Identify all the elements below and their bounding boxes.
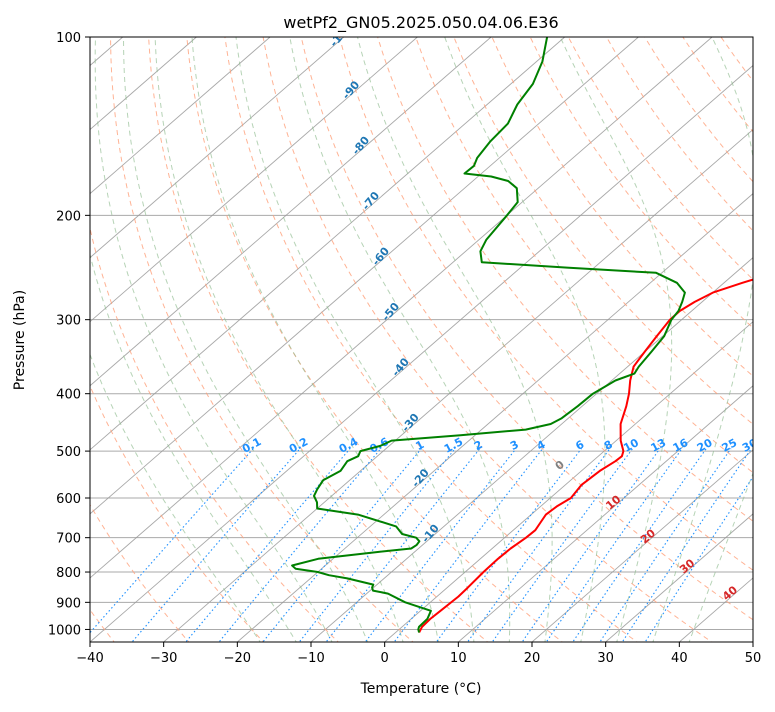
moist-adiabat bbox=[192, 37, 439, 644]
isotherm-gridline bbox=[0, 37, 638, 642]
y-tick-label: 800 bbox=[56, 566, 81, 581]
mixing-ratio-label: 36 bbox=[761, 436, 775, 455]
dry-adiabat bbox=[645, 37, 775, 644]
y-tick-label: 500 bbox=[56, 445, 81, 460]
dry-adiabat bbox=[149, 37, 491, 644]
moist-adiabat bbox=[69, 37, 298, 644]
mixing-ratio-label: 10 bbox=[621, 436, 641, 455]
dry-adiabat bbox=[263, 37, 715, 644]
x-tick-label: −10 bbox=[297, 651, 324, 666]
dry-adiabat bbox=[32, 37, 266, 644]
dry-adiabat-label: -20 bbox=[409, 466, 432, 490]
isotherm-gridline bbox=[753, 37, 775, 642]
dry-adiabat bbox=[416, 37, 775, 644]
x-tick-label: 30 bbox=[597, 651, 614, 666]
isotherm-gridline bbox=[606, 37, 775, 642]
dry-adiabat bbox=[378, 37, 775, 644]
y-tick-label: 300 bbox=[56, 314, 81, 329]
isotherm-gridline bbox=[0, 37, 417, 642]
mixing-ratio-label: 20 bbox=[695, 436, 715, 455]
y-axis-label: Pressure (hPa) bbox=[12, 290, 28, 390]
mixing-ratio-line bbox=[184, 449, 350, 645]
mixing-ratio-line bbox=[217, 449, 381, 645]
mixing-ratio-line bbox=[130, 449, 300, 645]
x-tick-label: −20 bbox=[224, 651, 251, 666]
moist-adiabat bbox=[95, 37, 333, 644]
y-tick-label: 700 bbox=[56, 532, 81, 547]
dry-adiabat bbox=[607, 37, 775, 644]
moist-adiabat-label: 20 bbox=[638, 526, 658, 546]
dry-adiabat-label: -40 bbox=[389, 355, 412, 379]
isotherm-gridline bbox=[0, 37, 565, 642]
x-tick-label: −40 bbox=[76, 651, 103, 666]
dry-adiabat bbox=[187, 37, 566, 644]
x-tick-label: 10 bbox=[450, 651, 467, 666]
isotherm-gridline bbox=[0, 37, 196, 642]
moist-adiabat bbox=[290, 37, 510, 644]
temperature-profile bbox=[419, 37, 775, 633]
mixing-ratio-line bbox=[297, 449, 455, 645]
x-tick-label: 50 bbox=[745, 651, 762, 666]
mixing-ratio-line bbox=[598, 449, 731, 645]
dry-adiabat-label: -30 bbox=[399, 411, 422, 435]
moist-adiabat bbox=[560, 37, 672, 644]
mixing-ratio-line bbox=[621, 449, 752, 645]
dry-adiabat bbox=[72, 37, 341, 644]
moist-adiabat-label: 10 bbox=[603, 492, 623, 512]
dry-adiabat-label: -10 bbox=[419, 522, 442, 546]
x-tick-label: 40 bbox=[671, 651, 688, 666]
dry-adiabat bbox=[339, 37, 775, 644]
moist-adiabat-label: 40 bbox=[720, 583, 740, 603]
dry-adiabat-label: -60 bbox=[369, 244, 392, 268]
moist-adiabat bbox=[124, 37, 369, 644]
y-tick-label: 1000 bbox=[48, 623, 81, 638]
y-tick-label: 600 bbox=[56, 492, 81, 507]
mixing-ratio-line bbox=[261, 449, 422, 645]
dry-adiabat bbox=[759, 37, 775, 644]
y-tick-label: 200 bbox=[56, 209, 81, 224]
isotherm-gridline bbox=[0, 37, 270, 642]
chart-title: wetPf2_GN05.2025.050.04.06.E36 bbox=[283, 13, 558, 33]
x-tick-label: 0 bbox=[381, 651, 389, 666]
moist-adiabat-label: 30 bbox=[677, 556, 697, 576]
moist-adiabat bbox=[652, 37, 758, 644]
mixing-ratio-label: 30 bbox=[740, 436, 760, 455]
moist-adiabat bbox=[236, 37, 474, 644]
x-tick-label: −30 bbox=[150, 651, 177, 666]
y-tick-label: 400 bbox=[56, 388, 81, 403]
mixing-ratio-label: 25 bbox=[720, 436, 740, 455]
mixing-ratio-label: 16 bbox=[671, 436, 691, 455]
mixing-ratio-label: 1.5 bbox=[442, 435, 465, 456]
y-tick-label: 100 bbox=[56, 31, 81, 46]
isotherm-gridline bbox=[90, 37, 775, 642]
isotherm-gridline bbox=[385, 37, 775, 642]
background-lines bbox=[0, 37, 775, 644]
isotherm-gridline bbox=[0, 37, 344, 642]
dry-adiabat-label: -80 bbox=[350, 134, 373, 158]
x-axis-label: Temperature (°C) bbox=[360, 681, 482, 697]
y-tick-label: 900 bbox=[56, 596, 81, 611]
mixing-ratio-label: 0.2 bbox=[287, 435, 310, 456]
dry-adiabat-label: -90 bbox=[340, 78, 363, 102]
x-axis: −40 −30 −20 −10 0 10 20 30 40 50 bbox=[76, 642, 761, 666]
y-axis: 100 200 300 400 500 600 700 800 900 1000 bbox=[48, 31, 90, 638]
isotherm-gridline bbox=[164, 37, 775, 642]
dry-adiabat bbox=[0, 37, 191, 644]
profile-lines bbox=[292, 37, 775, 633]
x-tick-label: 20 bbox=[524, 651, 541, 666]
mixing-ratio-label: 0.1 bbox=[240, 435, 263, 456]
mixing-ratio-line bbox=[466, 449, 610, 645]
